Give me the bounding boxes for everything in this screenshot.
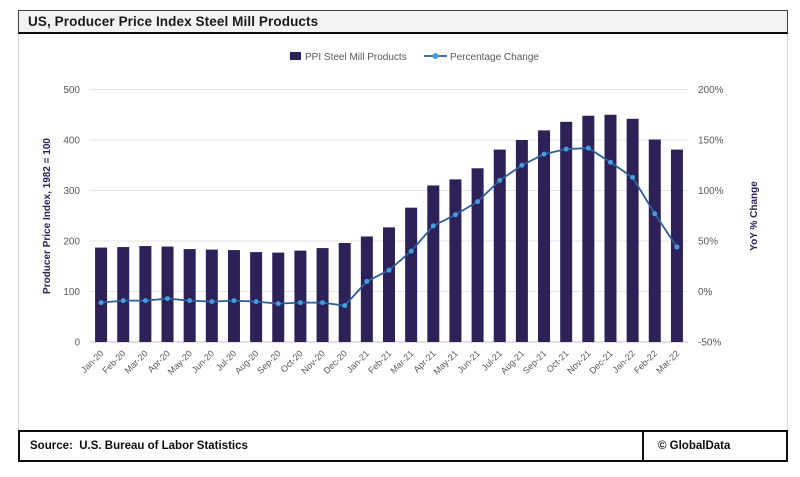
bar-Dec-20: [338, 243, 351, 342]
line-marker: [231, 298, 237, 304]
left-axis-title: Producer Price Index, 1982 = 100: [42, 138, 53, 294]
line-marker: [630, 174, 636, 180]
left-axis-tick: 200: [63, 237, 80, 248]
x-axis-label: Aug-21: [499, 348, 527, 376]
bar-Mar-20: [139, 246, 152, 342]
right-axis-tick: 200%: [698, 85, 724, 96]
bar-Jul-20: [227, 250, 240, 342]
bar-Aug-20: [250, 252, 263, 342]
right-axis-tick: -50%: [698, 338, 721, 349]
x-axis-label: Nov-20: [299, 348, 327, 376]
line-marker: [120, 298, 126, 304]
x-axis-label: Nov-21: [565, 348, 593, 376]
bar-Dec-21: [604, 114, 617, 342]
line-marker: [652, 211, 658, 217]
line-marker: [320, 300, 326, 306]
line-marker: [209, 299, 215, 305]
x-axis-label: Dec-21: [587, 348, 615, 376]
x-axis-label: Mar-20: [123, 348, 150, 375]
line-marker: [541, 151, 547, 157]
x-axis-label: Sep-21: [521, 348, 549, 376]
line-marker: [297, 300, 303, 306]
right-axis-tick: 0%: [698, 287, 713, 298]
x-axis-label: Dec-20: [322, 348, 350, 376]
source-note: Source: U.S. Bureau of Labor Statistics: [30, 440, 248, 452]
x-axis-label: May-21: [432, 348, 460, 376]
line-marker: [674, 244, 680, 250]
line-marker: [475, 199, 481, 205]
chart-panel: 0 100 200 300 400 500 -50% 0% 50% 100% 150% 200% Pro…: [18, 34, 788, 430]
x-axis-label: Sep-20: [255, 348, 283, 376]
x-axis-label: Jun-21: [455, 348, 482, 375]
x-axis-label: Feb-22: [632, 348, 659, 375]
x-axis-label: Feb-21: [366, 348, 393, 375]
legend: PPI Steel Mill Products Percentage Change: [290, 52, 539, 63]
left-axis-tick: 400: [63, 136, 80, 147]
chart-title-bar: US, Producer Price Index Steel Mill Prod…: [18, 10, 788, 34]
line-marker: [430, 223, 436, 229]
line-marker: [98, 300, 104, 306]
line-marker: [342, 303, 348, 309]
legend-bar-swatch: [290, 52, 301, 60]
bar-Mar-21: [405, 207, 418, 342]
bar-Sep-20: [272, 252, 285, 342]
line-marker: [187, 298, 193, 304]
left-axis-tick: 100: [63, 287, 80, 298]
x-axis-label: Feb-20: [100, 348, 127, 375]
line-marker: [585, 145, 591, 151]
line-marker: [452, 212, 458, 218]
bar-Feb-21: [383, 227, 395, 342]
line-marker: [386, 267, 392, 273]
line-marker: [607, 159, 613, 165]
line-marker: [253, 299, 259, 305]
right-axis-title: YoY % Change: [749, 181, 760, 251]
chart-container: US, Producer Price Index Steel Mill Prod…: [18, 10, 788, 430]
x-axis-label: Jun-20: [190, 348, 217, 375]
bar-Sep-21: [538, 130, 551, 342]
left-axis-tick: 0: [74, 338, 80, 349]
line-marker: [142, 298, 148, 304]
line-marker: [408, 248, 414, 254]
x-axis-label: May-20: [166, 348, 194, 376]
right-axis-tick: 150%: [698, 136, 724, 147]
branding-note: © GlobalData: [642, 432, 786, 460]
bar-May-21: [449, 179, 462, 342]
legend-line-label: Percentage Change: [450, 52, 539, 63]
bar-Jan-21: [360, 236, 373, 342]
bar-Jun-21: [471, 168, 484, 342]
x-axis-label: Mar-22: [654, 348, 681, 375]
legend-line-marker: [432, 53, 439, 59]
bar-Feb-22: [648, 139, 661, 342]
line-marker: [519, 162, 525, 168]
bar-Feb-20: [117, 247, 130, 342]
bar-Nov-21: [582, 115, 595, 342]
bar-May-20: [183, 249, 196, 342]
bar-Jan-22: [626, 118, 639, 342]
bar-Aug-21: [515, 140, 528, 342]
line-marker: [497, 177, 503, 183]
line-marker: [364, 278, 370, 284]
bar-Apr-20: [161, 246, 174, 342]
x-axis-label: Mar-21: [388, 348, 415, 375]
chart-canvas: 0 100 200 300 400 500 -50% 0% 50% 100% 150% 200% Pro…: [42, 52, 760, 377]
right-axis-tick: 100%: [698, 186, 724, 197]
bar-Apr-21: [427, 185, 440, 342]
left-axis-tick: 500: [63, 85, 80, 96]
line-marker: [165, 296, 171, 302]
bar-Jun-20: [205, 249, 218, 342]
bar-Jan-20: [95, 247, 108, 342]
footer-bar: Source: U.S. Bureau of Labor Statistics …: [18, 430, 788, 462]
page-title: US, Producer Price Index Steel Mill Prod…: [28, 14, 319, 29]
bar-Oct-21: [560, 121, 573, 342]
right-axis-tick: 50%: [698, 237, 718, 248]
line-marker: [275, 301, 281, 307]
bar-Oct-20: [294, 250, 307, 342]
left-axis-tick: 300: [63, 186, 80, 197]
x-axis-label: Aug-20: [233, 348, 261, 376]
bar-Nov-20: [316, 248, 329, 342]
bar-Jul-21: [493, 149, 506, 342]
line-marker: [563, 146, 569, 152]
legend-bar-label: PPI Steel Mill Products: [305, 52, 407, 63]
